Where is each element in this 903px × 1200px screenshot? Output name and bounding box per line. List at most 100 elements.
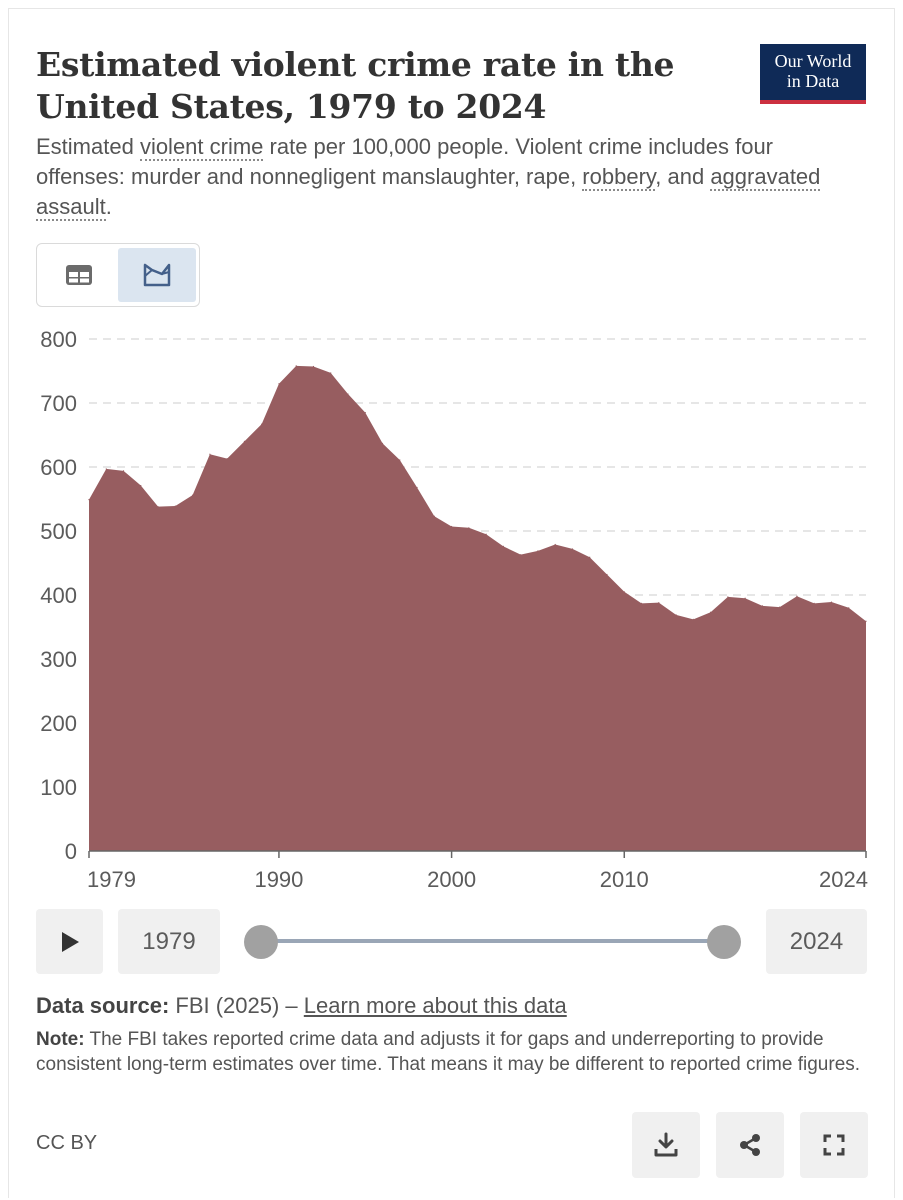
y-tick-label: 0 [65, 839, 77, 864]
data-point [192, 494, 194, 496]
download-button[interactable] [632, 1112, 700, 1178]
x-tick-label: 1979 [87, 867, 136, 892]
source-label: Data source: [36, 993, 170, 1018]
data-point [295, 365, 297, 367]
area-chart: 0 100 200 300 400 500 600 700 800 1979 1990 2000 201… [40, 327, 868, 892]
chart-subtitle: Estimated violent crime rate per 100,000… [36, 132, 856, 222]
violent-crime-link[interactable]: violent crime [139, 134, 264, 161]
y-tick-label: 700 [40, 391, 77, 416]
data-point [140, 484, 142, 487]
fullscreen-button[interactable] [800, 1112, 868, 1178]
start-year-label[interactable]: 1979 [118, 909, 220, 974]
y-tick-label: 500 [40, 519, 77, 544]
license-label[interactable]: CC BY [36, 1132, 98, 1154]
data-point [381, 442, 384, 444]
table-view-button[interactable] [40, 248, 118, 302]
data-point [779, 606, 781, 608]
data-point [589, 556, 591, 558]
chart-icon [143, 263, 171, 287]
learn-more-link[interactable]: Learn more about this data [303, 993, 567, 1018]
data-point [830, 601, 833, 603]
data-point [209, 453, 211, 455]
data-point [312, 365, 315, 368]
data-point [571, 548, 574, 550]
data-point [157, 506, 159, 508]
data-point [623, 591, 625, 593]
data-point [796, 595, 798, 597]
start-year-handle[interactable] [244, 925, 278, 959]
share-button[interactable] [716, 1112, 784, 1178]
data-point [347, 393, 349, 395]
data-point [865, 620, 867, 622]
chart-title: Estimated violent crime rate in the Unit… [36, 45, 675, 126]
source-text: FBI (2025) – [169, 993, 304, 1018]
data-source: Data source: FBI (2025) – Learn more abo… [36, 992, 567, 1020]
data-point [468, 527, 470, 529]
data-point [105, 468, 107, 470]
data-point [261, 423, 263, 425]
x-tick-label: 2024 [819, 867, 868, 892]
subtitle-text-1: Estimated [36, 134, 140, 159]
data-point [174, 505, 176, 507]
area-series [88, 365, 867, 851]
data-point [675, 614, 677, 616]
chart-card [8, 8, 895, 1198]
aggravated-assault-link[interactable]: aggravated assault [36, 164, 821, 221]
data-point [640, 602, 643, 604]
data-point [122, 470, 125, 472]
subtitle-text-2: rate per 100,000 people. Violent crime i… [36, 134, 773, 189]
y-tick-label: 400 [40, 583, 77, 608]
data-point [727, 596, 729, 598]
data-point [451, 525, 453, 528]
data-point [710, 611, 712, 613]
data-point [520, 554, 522, 556]
data-point [761, 605, 764, 607]
data-point [433, 515, 435, 517]
download-icon [654, 1132, 678, 1157]
chart-view-button[interactable] [118, 248, 196, 302]
end-year-handle[interactable] [707, 925, 741, 959]
subtitle-text-4: . [105, 194, 112, 219]
data-point [537, 550, 539, 552]
x-tick-label: 2000 [427, 867, 476, 892]
crime-rate-area [89, 365, 866, 851]
data-point [554, 543, 556, 546]
axes: 0 100 200 300 400 500 600 700 800 1979 1990 2000 201… [40, 327, 868, 892]
data-point [848, 607, 850, 609]
data-point [744, 597, 746, 599]
data-point [485, 533, 487, 535]
robbery-link[interactable]: robbery [582, 164, 656, 191]
data-point [364, 412, 366, 414]
data-point [88, 499, 90, 501]
note-label: Note: [36, 1029, 85, 1050]
data-point [399, 459, 401, 461]
view-toggle [36, 243, 200, 307]
data-point [813, 602, 815, 604]
logo-line-2: in Data [786, 71, 840, 91]
data-point [416, 486, 418, 489]
data-point [502, 545, 504, 547]
data-point [226, 458, 228, 460]
play-button[interactable] [36, 909, 103, 974]
x-tick-label: 2010 [600, 867, 649, 892]
y-tick-label: 100 [40, 775, 77, 800]
data-point [692, 618, 694, 620]
x-tick-label: 1990 [254, 867, 303, 892]
data-point [330, 372, 332, 374]
logo-accent-bar [760, 100, 866, 104]
share-icon [740, 1134, 760, 1156]
y-tick-label: 600 [40, 455, 77, 480]
data-point [278, 383, 280, 385]
subtitle-text-3: , and [655, 164, 711, 189]
timeline-slider[interactable] [262, 939, 724, 943]
end-year-label[interactable]: 2024 [766, 909, 867, 974]
y-tick-label: 800 [40, 327, 77, 352]
data-point [243, 440, 245, 442]
data-point [658, 602, 660, 604]
logo-line-1: Our World [774, 51, 852, 71]
y-tick-label: 200 [40, 711, 77, 736]
table-icon [66, 265, 92, 285]
y-tick-label: 300 [40, 647, 77, 672]
note-text: The FBI takes reported crime data and ad… [36, 1029, 861, 1075]
owid-logo[interactable]: Our World in Data [760, 44, 866, 104]
